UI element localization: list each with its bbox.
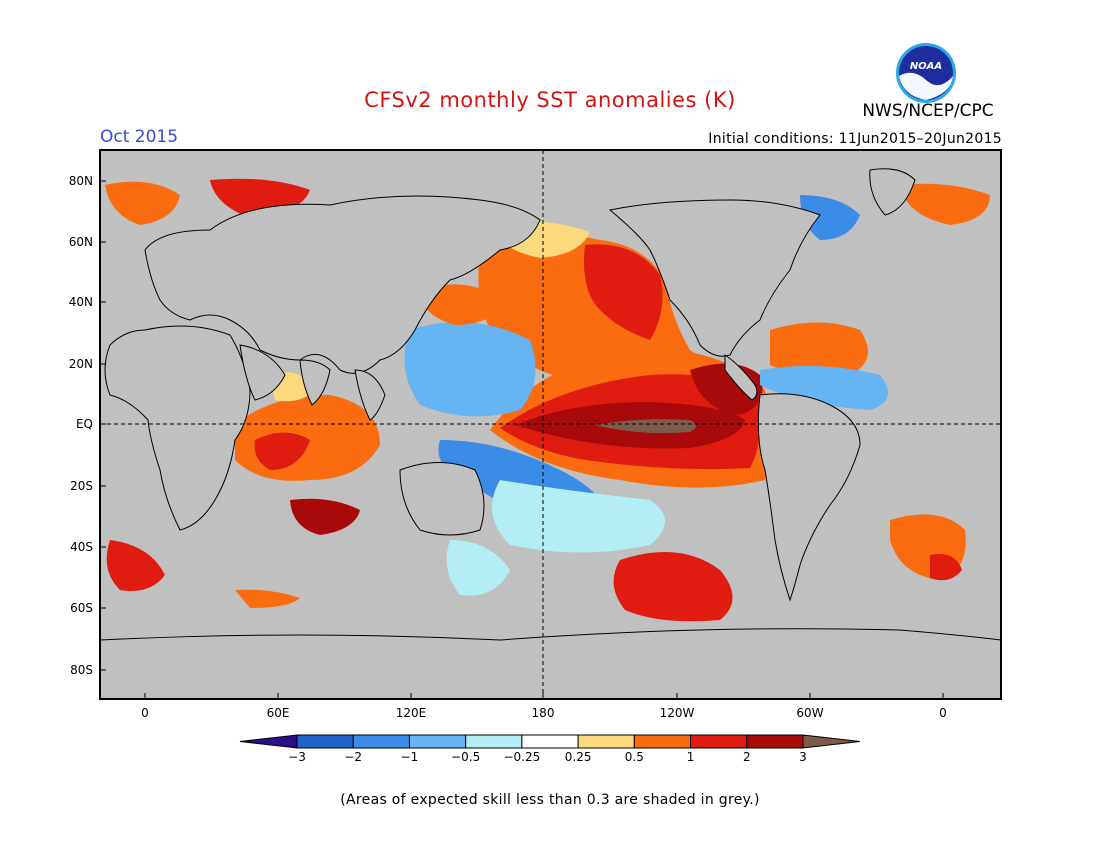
noaa-logo: NOAA — [895, 42, 957, 104]
agency-label: NWS/NCEP/CPC — [862, 101, 994, 121]
colorbar-swatch — [521, 734, 579, 749]
colorbar-label: −0.5 — [451, 750, 480, 764]
anomaly-southern-ocean — [235, 589, 300, 608]
initial-conditions: Initial conditions: 11Jun2015–20Jun2015 — [708, 131, 1002, 147]
anomaly-enso-4 — [595, 419, 696, 434]
anomaly-natl-warm — [770, 322, 868, 377]
latitude-label: 40N — [69, 295, 93, 309]
latitude-label: 80N — [69, 174, 93, 188]
landmass-arabia — [239, 344, 286, 401]
colorbar-label: −3 — [288, 750, 306, 764]
colorbar-label: −2 — [344, 750, 362, 764]
longitude-label: 120E — [396, 706, 427, 720]
landmass-india — [299, 359, 331, 406]
map-title: CFSv2 monthly SST anomalies (K) — [364, 88, 736, 112]
colorbar-low-extend — [239, 734, 298, 749]
landmass-central-america — [724, 354, 758, 401]
colorbar-label: 0.5 — [625, 750, 644, 764]
colorbar-swatch — [577, 734, 635, 749]
latitude-label: 80S — [70, 663, 93, 677]
anomaly-arctic-3 — [900, 183, 990, 225]
latitude-label: 60N — [69, 235, 93, 249]
latitude-labels: 80N 60N 40N 20N EQ 20S 40S 60S 80S — [69, 174, 106, 677]
colorbar-label: 1 — [687, 750, 695, 764]
colorbar-swatch — [690, 734, 748, 749]
anomaly-south-io-cool — [446, 540, 510, 596]
anomaly-nw-atl-cool — [800, 195, 860, 240]
landmass-eurasia — [144, 195, 541, 374]
colorbar-swatch — [633, 734, 692, 749]
longitude-label: 120W — [660, 706, 695, 720]
longitude-label: 0 — [141, 706, 149, 720]
colorbar-label: 2 — [743, 750, 751, 764]
svg-text:NOAA: NOAA — [910, 61, 942, 72]
anomaly-wpac-cool — [404, 322, 536, 417]
longitude-label: 180 — [532, 706, 555, 720]
anomaly-spac-warm — [613, 552, 733, 622]
colorbar-high-extend — [802, 734, 861, 749]
colorbar-swatch — [408, 734, 467, 749]
continents — [99, 168, 1002, 700]
landmass-north-america — [608, 199, 821, 357]
landmass-greenland — [869, 168, 916, 216]
longitude-labels: 0 60E 120E 180 120W 60W 0 — [141, 693, 947, 720]
anomaly-io-south — [290, 498, 360, 535]
colorbar-swatch — [465, 734, 523, 749]
latitude-label: 20N — [69, 357, 93, 371]
colorbar-label: 0.25 — [565, 750, 592, 764]
anomaly-kuroshio — [420, 284, 500, 325]
skill-footnote: (Areas of expected skill less than 0.3 a… — [340, 792, 760, 808]
longitude-label: 60E — [267, 706, 290, 720]
colorbar-label: −0.25 — [503, 750, 540, 764]
colorbar-swatch — [746, 734, 804, 749]
landmass-antarctica — [99, 628, 1002, 700]
forecast-month: Oct 2015 — [100, 127, 179, 147]
landmass-south-america — [757, 393, 861, 602]
colorbar-swatch — [352, 734, 410, 749]
anomaly-sw-atl — [106, 540, 165, 591]
longitude-label: 0 — [939, 706, 947, 720]
colorbar: −3 −2 −1 −0.5 −0.25 0.25 0.5 1 2 3 — [239, 734, 861, 764]
latitude-label: 20S — [70, 479, 93, 493]
latitude-label: 40S — [70, 540, 93, 554]
latitude-label: EQ — [76, 417, 93, 431]
landmass-se-asia — [354, 369, 386, 421]
anomaly-nepac-strong — [584, 244, 663, 340]
colorbar-label: −1 — [401, 750, 419, 764]
anomaly-spac-cool — [492, 480, 665, 553]
anomaly-arctic-1 — [105, 181, 180, 225]
latitude-label: 60S — [70, 601, 93, 615]
anomaly-io-strong — [254, 432, 310, 470]
longitude-label: 60W — [796, 706, 823, 720]
anomaly-field — [105, 178, 990, 622]
landmass-australia — [399, 462, 485, 536]
anomaly-satl-strong — [930, 554, 962, 581]
anomaly-natl-cool — [760, 366, 888, 410]
colorbar-label: 3 — [799, 750, 807, 764]
colorbar-swatch — [296, 734, 354, 749]
